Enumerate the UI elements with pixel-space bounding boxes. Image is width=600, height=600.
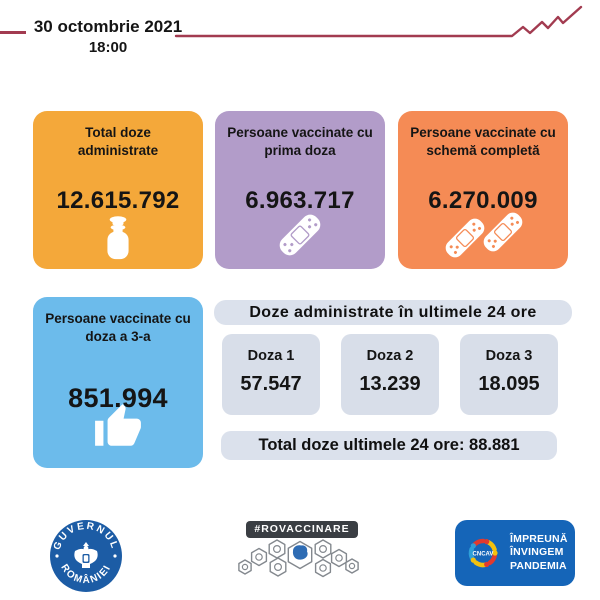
dose2-value: 13.239 bbox=[359, 373, 421, 395]
bandage-icon bbox=[279, 214, 321, 256]
thumbs-up-icon bbox=[95, 404, 141, 446]
cncav-slogan: ÎMPREUNĂ ÎNVINGEM PANDEMIA bbox=[510, 533, 568, 573]
cncav-slogan-line1: ÎMPREUNĂ bbox=[510, 533, 568, 545]
card-value: 12.615.792 bbox=[56, 187, 180, 214]
report-time: 18:00 bbox=[88, 39, 128, 56]
dose2-label: Doza 2 bbox=[366, 348, 414, 364]
last24h-header: Doze administrate în ultimele 24 ore bbox=[214, 300, 572, 325]
card-full-scheme: Persoane vaccinate cu schemă completă 6.… bbox=[398, 111, 568, 269]
people-circle-icon: CNCAV bbox=[468, 538, 498, 568]
dose2-card: Doza 2 13.239 bbox=[341, 334, 439, 415]
dose3-label: Doza 3 bbox=[485, 348, 533, 364]
card-title: Total doze administrate bbox=[77, 125, 159, 158]
coat-of-arms-icon bbox=[74, 542, 98, 568]
double-bandage-icon bbox=[445, 212, 523, 258]
report-datetime: 30 octombrie 2021 18:00 bbox=[32, 17, 184, 56]
card-first-dose: Persoane vaccinate cu prima doza 6.963.7… bbox=[215, 111, 385, 269]
card-title: Persoane vaccinate cu doza a 3-a bbox=[45, 311, 191, 344]
rovaccinare-banner: #ROVACCINARE bbox=[246, 521, 358, 538]
card-title: Persoane vaccinate cu schemă completă bbox=[410, 125, 556, 158]
card-total-doses: Total doze administrate 12.615.792 bbox=[33, 111, 203, 269]
vial-icon bbox=[107, 216, 129, 260]
card-third-dose: Persoane vaccinate cu doza a 3-a 851.994 bbox=[33, 297, 203, 468]
card-title: Persoane vaccinate cu prima doza bbox=[227, 125, 373, 158]
trend-line-icon bbox=[174, 5, 583, 38]
romania-map-icon bbox=[292, 545, 308, 560]
dose3-card: Doza 3 18.095 bbox=[460, 334, 558, 415]
report-date: 30 octombrie 2021 bbox=[33, 17, 183, 36]
last24h-total: Total doze ultimele 24 ore: 88.881 bbox=[221, 431, 557, 460]
card-value: 851.994 bbox=[68, 383, 168, 413]
card-value: 6.963.717 bbox=[245, 187, 355, 214]
cncav-slogan-line2: ÎNVINGEM bbox=[510, 546, 564, 559]
dose3-value: 18.095 bbox=[478, 373, 540, 395]
rovaccinare-hexagons-icon bbox=[238, 539, 359, 578]
cncav-acronym: CNCAV bbox=[473, 552, 494, 558]
dose1-label: Doza 1 bbox=[247, 348, 295, 364]
header-left-dash bbox=[0, 31, 26, 34]
cncav-slogan-line3: PANDEMIA bbox=[510, 559, 567, 572]
card-value: 6.270.009 bbox=[428, 187, 538, 214]
dose1-card: Doza 1 57.547 bbox=[222, 334, 320, 415]
guvernul-romaniei-logo: GUVERNUL ROMÂNIEI bbox=[50, 520, 122, 592]
cncav-logo: CNCAV ÎMPREUNĂ ÎNVINGEM PANDEMIA bbox=[455, 520, 575, 586]
dose1-value: 57.547 bbox=[240, 373, 302, 395]
